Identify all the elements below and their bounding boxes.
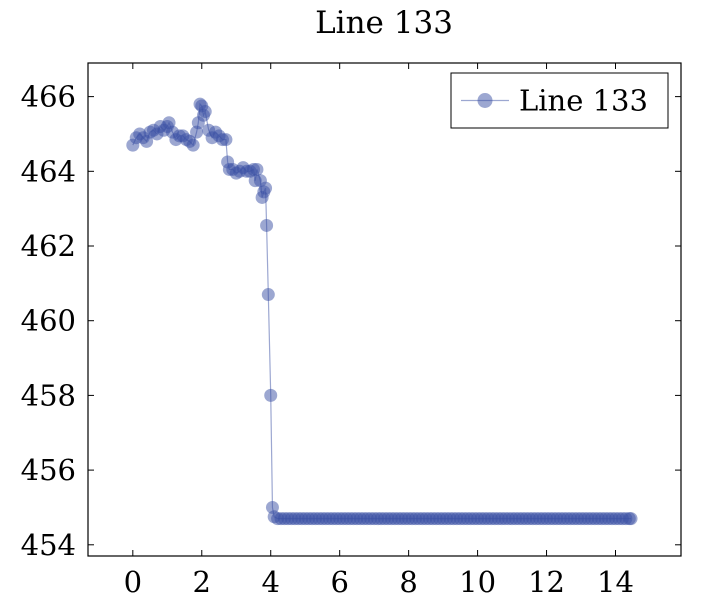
x-axis-ticks: 0 2 4 6 8 10 12 14 [124,63,634,599]
y-tick-label: 456 [21,453,76,487]
data-point [219,133,233,147]
legend: Line 133 [450,72,669,129]
data-point [259,181,273,195]
legend-marker [477,93,493,108]
x-tick-label: 4 [262,565,280,599]
y-tick-label: 454 [21,528,76,562]
legend-label: Line 133 [519,84,648,118]
data-point [250,162,264,176]
y-tick-label: 464 [21,154,76,188]
x-tick-label: 14 [597,565,634,599]
y-tick-label: 458 [21,378,76,412]
data-point [264,388,278,402]
data-point [198,105,212,119]
plot-layer [126,97,638,526]
x-tick-label: 2 [193,565,211,599]
data-point [186,138,200,152]
data-point [261,288,275,302]
y-axis-ticks: 454 456 458 460 462 464 466 [21,80,681,562]
plot-frame [87,62,682,557]
x-tick-label: 12 [528,565,565,599]
y-tick-label: 462 [21,229,76,263]
x-tick-label: 8 [399,565,417,599]
y-tick-label: 466 [21,80,76,114]
x-tick-label: 6 [330,565,348,599]
data-point [260,218,274,232]
chart-title: Line 133 [315,5,453,41]
series-line [132,102,632,520]
x-tick-label: 10 [459,565,496,599]
data-point [624,512,638,526]
y-tick-label: 460 [21,304,76,338]
x-tick-label: 0 [124,565,142,599]
